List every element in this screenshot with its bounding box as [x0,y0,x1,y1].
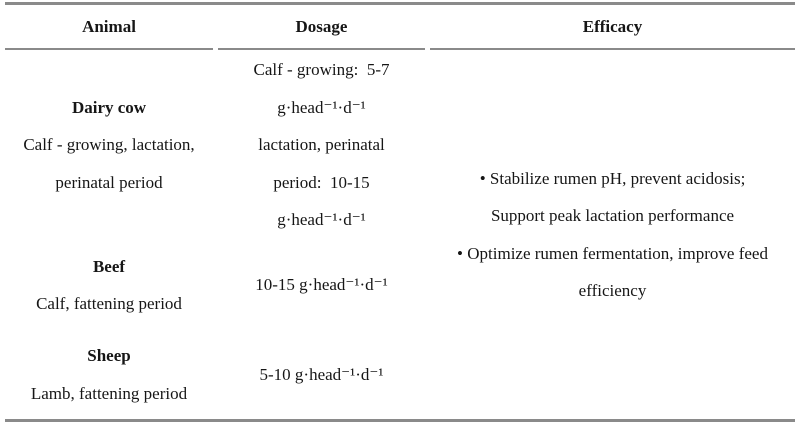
dosage-line: 10-15 g·head⁻¹·d⁻¹ [255,275,388,295]
dosage-cell-sheep: 5-10 g·head⁻¹·d⁻¹ [218,330,425,419]
column-header-dosage: Dosage [218,5,425,50]
dosage-cell-beef: 10-15 g·head⁻¹·d⁻¹ [218,240,425,330]
animal-detail-line: Calf - growing, lactation, [23,135,195,155]
efficacy-bullet-line: • Stabilize rumen pH, prevent acidosis; [479,168,746,188]
animal-detail-line: Lamb, fattening period [30,383,188,403]
dosage-line: lactation, perinatal [258,135,385,155]
animal-cell-sheep: Sheep Lamb, fattening period [5,330,213,419]
dosage-line: g·head⁻¹·d⁻¹ [277,97,366,117]
animal-detail-line: Calf, fattening period [36,294,182,313]
animal-name: Beef [92,256,126,276]
dosage-line: period: 10-15 [273,172,370,192]
dosage-line: g·head⁻¹·d⁻¹ [277,210,366,230]
column-header-dosage-label: Dosage [295,16,348,36]
column-header-animal: Animal [5,5,213,50]
table-grid: Animal Dosage Efficacy Dairy cow Calf - … [5,5,795,419]
efficacy-continuation-line: Support peak lactation performance [490,206,735,225]
dosage-line: 5-10 g·head⁻¹·d⁻¹ [259,364,384,384]
column-header-animal-label: Animal [82,16,136,36]
animal-cell-dairy-cow: Dairy cow Calf - growing, lactation, per… [5,50,213,240]
efficacy-cell: • Stabilize rumen pH, prevent acidosis; … [430,50,795,419]
dosage-cell-dairy-cow: Calf - growing: 5-7 g·head⁻¹·d⁻¹ lactati… [218,50,425,240]
dosage-efficacy-table: Animal Dosage Efficacy Dairy cow Calf - … [5,2,795,422]
animal-name: Sheep [87,346,131,365]
animal-cell-beef: Beef Calf, fattening period [5,240,213,330]
animal-name: Dairy cow [71,97,147,117]
column-header-efficacy: Efficacy [430,5,795,50]
animal-detail-line: perinatal period [55,172,163,192]
efficacy-bullet-line: • Optimize rumen fermentation, improve f… [457,243,768,263]
dosage-line: Calf - growing: 5-7 [253,60,390,80]
efficacy-continuation-line: efficiency [578,281,647,300]
column-header-efficacy-label: Efficacy [582,16,643,36]
